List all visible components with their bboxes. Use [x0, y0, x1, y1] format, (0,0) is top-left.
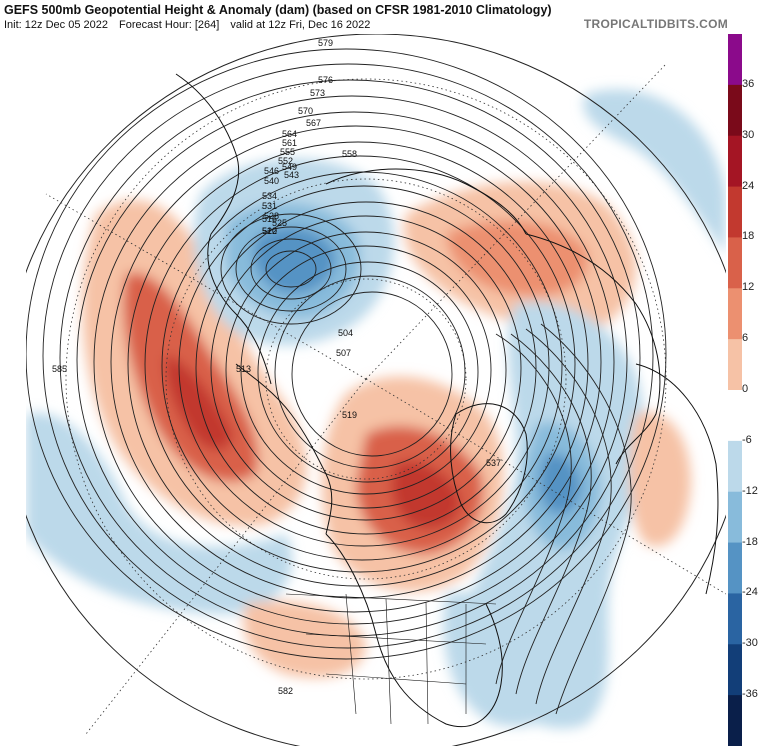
- colorbar-swatch: [728, 390, 742, 442]
- colorbar-label: -24: [742, 586, 758, 599]
- colorbar-swatch: [728, 644, 742, 696]
- colorbar-swatch: [728, 491, 742, 544]
- colorbar: 36 30 24 18 12 6 0 -6 -12 -18 -24 -30 -36: [728, 34, 768, 746]
- colorbar-swatch: [728, 237, 742, 289]
- anomaly-shading: [26, 89, 726, 729]
- coast-arctic: [325, 168, 527, 235]
- contour-label: 513: [236, 364, 251, 374]
- contour-label: 510: [262, 226, 277, 236]
- height-contours: [26, 48, 667, 715]
- colorbar-label: -6: [742, 433, 752, 446]
- contour-label: 555: [280, 147, 295, 157]
- header: GEFS 500mb Geopotential Height & Anomaly…: [0, 0, 768, 34]
- contour-label: 570: [298, 106, 313, 116]
- contour-label: 549: [282, 162, 297, 172]
- colorbar-label: 6: [742, 332, 749, 345]
- contour-label: 576: [318, 75, 333, 85]
- coastlines: [175, 73, 719, 728]
- contour-label: 585: [52, 364, 67, 374]
- coast-europe: [525, 233, 661, 465]
- colorbar-swatches: [728, 34, 742, 746]
- colorbar-swatch: [728, 339, 742, 391]
- colorbar-label: 24: [742, 179, 755, 192]
- map-subtitle: Init: 12z Dec 05 2022 Forecast Hour: [26…: [4, 19, 378, 31]
- contour-label: 519: [342, 410, 357, 420]
- contour-labels: 579 576 573 570 567 564 561 558 555 552 …: [52, 38, 501, 696]
- colorbar-label: 0: [742, 383, 749, 395]
- anomaly-negative-useast: [443, 592, 568, 727]
- colorbar-label: 36: [742, 77, 755, 90]
- anomaly-negative-westpac: [26, 412, 293, 614]
- colorbar-swatch: [728, 440, 742, 493]
- us-borders: [285, 593, 497, 725]
- colorbar-label: 18: [742, 230, 755, 243]
- colorbar-label: -18: [742, 535, 758, 548]
- colorbar-label: -36: [742, 688, 758, 701]
- contour-label: 582: [278, 686, 293, 696]
- coast-greenland: [450, 403, 528, 524]
- colorbar-swatch: [728, 34, 742, 86]
- colorbar-swatch: [728, 593, 742, 645]
- contour-label: 531: [262, 201, 277, 211]
- colorbar-swatch: [728, 84, 742, 137]
- colorbar-swatch: [728, 542, 742, 594]
- contour-label: 504: [338, 328, 353, 338]
- contour-label: 534: [262, 191, 277, 201]
- anomaly-positive-east: [629, 412, 691, 547]
- colorbar-label: 30: [742, 128, 755, 141]
- anomaly-map: 579 576 573 570 567 564 561 558 555 552 …: [26, 34, 726, 746]
- anomaly-positive-greenland-inner: [391, 461, 461, 529]
- colorbar-label: -30: [742, 637, 758, 650]
- contour-label: 561: [282, 138, 297, 148]
- coast-alaska: [235, 363, 333, 535]
- contour-label: 540: [264, 176, 279, 186]
- contour-label: 573: [310, 88, 325, 98]
- contour-label: 528: [264, 211, 279, 221]
- anomaly-negative-arc: [583, 89, 726, 254]
- contour-label: 564: [282, 129, 297, 139]
- anomaly-positive-pacific-inner: [165, 354, 232, 450]
- brand-watermark: TROPICALTIDBITS.COM: [583, 17, 728, 31]
- colorbar-swatch: [728, 186, 742, 238]
- contour-label: 567: [306, 118, 321, 128]
- contour-label: 516: [262, 214, 277, 224]
- contour-label: 579: [318, 38, 333, 48]
- valid-time: valid at 12z Fri, Dec 16 2022: [230, 19, 371, 31]
- init-time: Init: 12z Dec 05 2022: [4, 19, 108, 31]
- map-title: GEFS 500mb Geopotential Height & Anomaly…: [4, 3, 552, 17]
- contour-label: 525: [272, 218, 287, 228]
- contour-label: 522: [262, 226, 277, 236]
- contour-label: 507: [336, 348, 351, 358]
- anomaly-positive-arctic-core: [446, 220, 588, 297]
- anomaly-negative-siberia-inner: [253, 227, 336, 294]
- contour-label: 537: [486, 458, 501, 468]
- coast-asia: [175, 73, 272, 385]
- contour-label: 552: [278, 156, 293, 166]
- contour-label: 558: [342, 149, 357, 159]
- colorbar-swatch: [728, 135, 742, 188]
- contour-label: 543: [284, 170, 299, 180]
- colorbar-swatch: [728, 288, 742, 340]
- map-canvas: 579 576 573 570 567 564 561 558 555 552 …: [26, 34, 726, 746]
- colorbar-swatch: [728, 695, 742, 746]
- forecast-hour: Forecast Hour: [264]: [119, 19, 220, 31]
- coast-north-america: [325, 533, 503, 728]
- colorbar-label: -12: [742, 484, 758, 497]
- anomaly-negative-europe-inner: [539, 453, 581, 515]
- contour-label: 546: [264, 166, 279, 176]
- colorbar-label: 12: [742, 281, 755, 294]
- coast-africa: [635, 363, 719, 595]
